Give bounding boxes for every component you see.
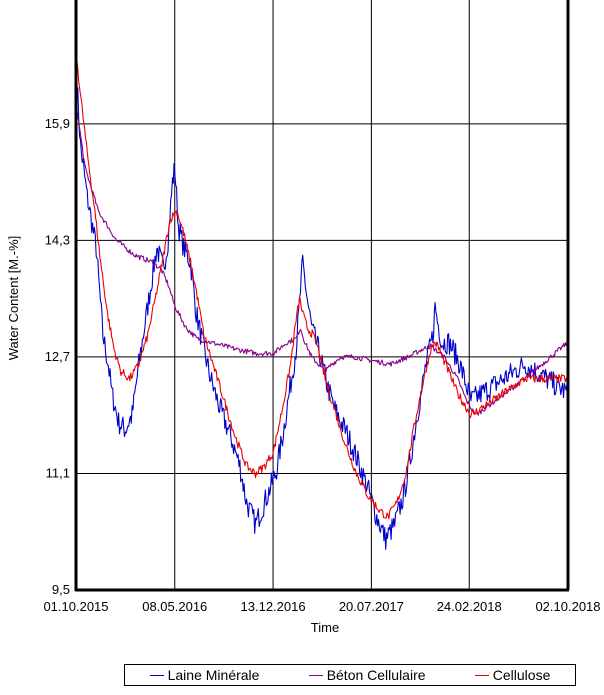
legend-item: Laine Minérale (149, 667, 260, 683)
y-axis-title: Water Content [M.-%] (6, 236, 21, 361)
legend-item: Cellulose (474, 667, 551, 683)
legend-label: Laine Minérale (167, 667, 260, 683)
legend-swatch (308, 674, 323, 676)
y-tick-label: 15,9 (45, 116, 70, 131)
x-tick-label: 20.07.2017 (339, 599, 404, 614)
plot-background (0, 0, 604, 660)
series-layer (75, 50, 569, 550)
x-tick-label: 02.10.2018 (535, 599, 600, 614)
legend-swatch (149, 674, 164, 676)
legend: Laine Minérale Béton Cellulaire Cellulose (124, 664, 576, 686)
series-line-b-ton-cellulaire (75, 101, 569, 416)
y-tick-label: 9,5 (52, 582, 70, 597)
legend-swatch (474, 674, 489, 676)
x-axis-title: Time (311, 620, 339, 635)
legend-label: Cellulose (492, 667, 551, 683)
axes (74, 0, 570, 592)
series-line-laine-min-rale (75, 65, 569, 550)
x-tick-label: 13.12.2016 (241, 599, 306, 614)
x-tick-labels: 01.10.2015 08.05.2016 13.12.2016 20.07.2017… (43, 599, 600, 614)
legend-label: Béton Cellulaire (326, 667, 426, 683)
x-tick-label: 01.10.2015 (43, 599, 108, 614)
y-tick-labels: 9,5 11,1 12,7 14,3 15,9 (45, 116, 70, 597)
water-content-chart: 9,5 11,1 12,7 14,3 15,9 01.10.2015 08.05.2016… (0, 0, 604, 660)
y-tick-label: 12,7 (45, 349, 70, 364)
y-tick-label: 14,3 (45, 232, 70, 247)
x-tick-label: 24.02.2018 (437, 599, 502, 614)
series-line-cellulose (75, 50, 569, 520)
x-tick-label: 08.05.2016 (142, 599, 207, 614)
legend-item: Béton Cellulaire (308, 667, 426, 683)
y-tick-label: 11,1 (46, 465, 70, 480)
